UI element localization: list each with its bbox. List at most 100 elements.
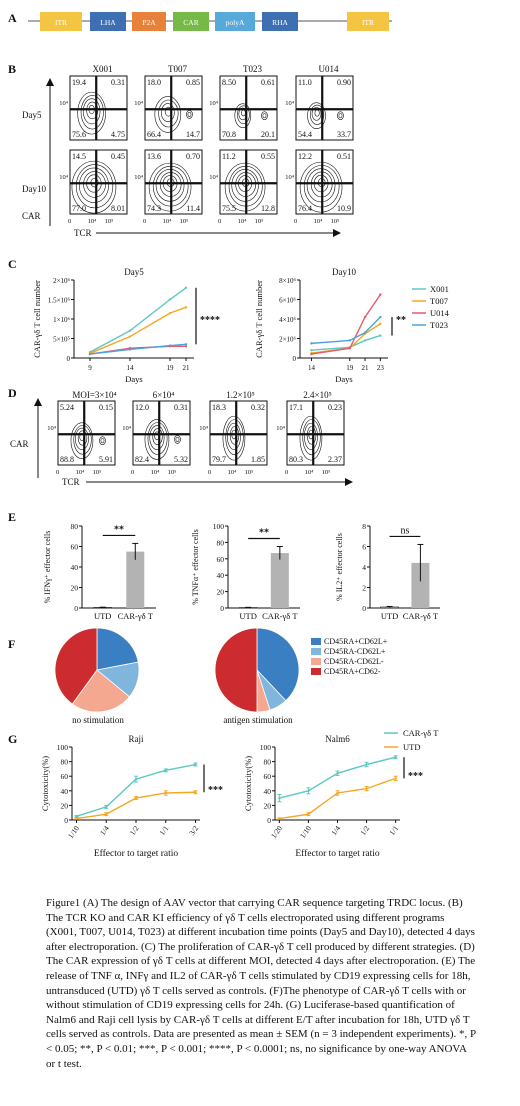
flow-x-tick: 10⁵ xyxy=(168,469,177,476)
legend-label: T007 xyxy=(430,296,448,306)
flow-contour xyxy=(83,171,106,198)
quadrant-value-ur: 0.31 xyxy=(111,78,125,87)
data-point xyxy=(75,815,78,818)
axis-arrow-icon xyxy=(46,78,54,86)
chart-y-label: Cytotoxicity(%) xyxy=(243,756,253,811)
flow-contour xyxy=(311,107,322,121)
flow-contour xyxy=(88,105,95,115)
data-point xyxy=(310,349,313,352)
chart-y-tick-label: 60 xyxy=(264,772,272,781)
flow-x-tick: 10⁵ xyxy=(245,469,254,476)
data-point xyxy=(128,348,132,351)
flow-column-label: 6×10⁴ xyxy=(153,390,175,400)
chart-y-label: CAR-γδ T cell number xyxy=(32,280,42,358)
vector-segment-label: CAR xyxy=(183,18,198,27)
flow-contour xyxy=(222,415,246,461)
quadrant-value-lr: 4.75 xyxy=(111,130,125,139)
flow-contour xyxy=(175,436,180,442)
series-line xyxy=(76,763,196,818)
flow-contour xyxy=(147,422,168,455)
vector-segment xyxy=(347,12,389,31)
flow-contour xyxy=(159,172,182,197)
data-point xyxy=(365,787,368,790)
quadrant-value-ll: 70.8 xyxy=(222,130,236,139)
figure-caption: Figure1 (A) The design of AAV vector tha… xyxy=(46,897,476,1070)
chart-y-label: CAR-γδ T cell number xyxy=(254,280,264,358)
flow-contour xyxy=(86,101,99,120)
chart-y-tick-label: 100 xyxy=(57,743,69,752)
flow-contour xyxy=(158,99,179,128)
significance-mark: **** xyxy=(200,315,220,326)
chart-y-tick-label: 0 xyxy=(64,816,68,825)
flow-contour xyxy=(77,430,88,446)
flow-contour xyxy=(90,177,99,188)
data-point xyxy=(184,306,188,309)
quadrant-value-lr: 20.1 xyxy=(261,130,275,139)
flow-contour xyxy=(238,107,248,121)
data-point xyxy=(168,344,172,347)
chart-y-tick-label: 60 xyxy=(61,772,69,781)
flow-row-label: Day5 xyxy=(22,110,42,120)
flow-contour xyxy=(187,111,192,117)
quadrant-value-ur: 0.70 xyxy=(186,152,200,161)
flow-contour xyxy=(152,428,163,446)
quadrant-value-ul: 12.2 xyxy=(298,152,312,161)
series-line xyxy=(89,343,187,355)
legend-swatch xyxy=(311,648,321,655)
quadrant-value-ll: 75.5 xyxy=(222,204,236,213)
data-point xyxy=(307,812,310,816)
bar-category-label: UTD xyxy=(239,611,256,621)
data-point xyxy=(194,791,197,794)
chart-y-tick-label: 0 xyxy=(293,355,297,363)
flow-contour xyxy=(238,175,253,192)
data-point xyxy=(348,339,351,342)
pie-label: antigen stimulation xyxy=(223,715,293,725)
legend-swatch xyxy=(311,668,321,675)
flow-x-tick: 10⁴ xyxy=(76,469,86,476)
quadrant-value-lr: 14.7 xyxy=(186,130,200,139)
panel-d: D MOI=3×10⁴ 6×10⁴ 1.2×10⁵ 2.4×10⁵ 5.24 0.15 88.… xyxy=(8,386,353,487)
pie-slice xyxy=(96,627,139,671)
legend-label: CD45RA+CD62- xyxy=(324,667,381,676)
quadrant-value-ll: 88.8 xyxy=(60,455,74,464)
quadrant-value-lr: 1.85 xyxy=(251,455,265,464)
flow-x-tick: 0 xyxy=(131,469,134,476)
flow-column-label: T007 xyxy=(168,64,187,74)
data-point xyxy=(134,777,138,781)
chart-y-tick-label: 8×10⁶ xyxy=(279,277,296,285)
chart-x-tick-label: 19 xyxy=(346,364,354,372)
panel-label-d: D xyxy=(8,386,17,400)
chart-y-tick-label: 100 xyxy=(260,743,272,752)
flow-column-label: 2.4×10⁵ xyxy=(303,390,331,400)
panel-label-g: G xyxy=(8,732,17,746)
quadrant-value-lr: 11.4 xyxy=(186,204,200,213)
quadrant-value-ll: 54.4 xyxy=(298,130,312,139)
chart-y-tick-label: 20 xyxy=(61,801,69,810)
flow-x-tick: 10⁵ xyxy=(255,218,264,225)
chart-y-tick-label: 0 xyxy=(67,355,71,363)
quadrant-value-ll: 66.4 xyxy=(147,130,161,139)
panel-f: Fno stimulation antigen stimulation CD45RA… xyxy=(8,627,388,725)
flow-x-tick: 10⁴ xyxy=(238,218,248,225)
pie-label: no stimulation xyxy=(72,715,124,725)
flow-y-tick: 10⁴ xyxy=(47,425,57,432)
flow-y-tick: 10⁴ xyxy=(285,100,295,107)
figure: A ITR LHA P2A CAR polyA RHA ITR B X001 T007 T023 U0… xyxy=(8,11,450,859)
quadrant-value-ll: 79.7 xyxy=(212,455,226,464)
flow-contour xyxy=(227,422,241,450)
chart-y-tick-label: 20 xyxy=(264,801,272,810)
flow-contour xyxy=(80,95,104,130)
flow-x-tick: 0 xyxy=(294,218,297,225)
pie-slice xyxy=(256,627,300,702)
chart-x-tick-label: 1/2 xyxy=(358,824,371,837)
flow-y-tick: 10⁴ xyxy=(276,425,286,432)
flow-x-tick: 10⁵ xyxy=(105,218,114,225)
panel-label-c: C xyxy=(8,257,17,271)
flow-contour xyxy=(242,178,250,187)
panel-c: C 0 5×10⁵ 1×10⁶ 1.5×10⁶ 2×10⁶ 9 14 19 21 Day5 Days C… xyxy=(8,257,450,384)
data-point xyxy=(363,339,367,342)
flow-contour xyxy=(229,426,240,445)
chart-y-tick-label: 40 xyxy=(264,787,272,796)
chart-x-tick-label: 1/4 xyxy=(98,824,111,837)
chart-x-tick-label: 1/2 xyxy=(128,824,141,837)
